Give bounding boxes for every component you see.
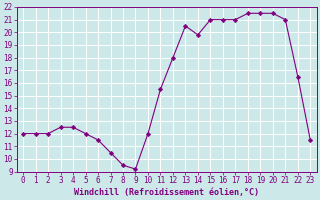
X-axis label: Windchill (Refroidissement éolien,°C): Windchill (Refroidissement éolien,°C) <box>74 188 259 197</box>
